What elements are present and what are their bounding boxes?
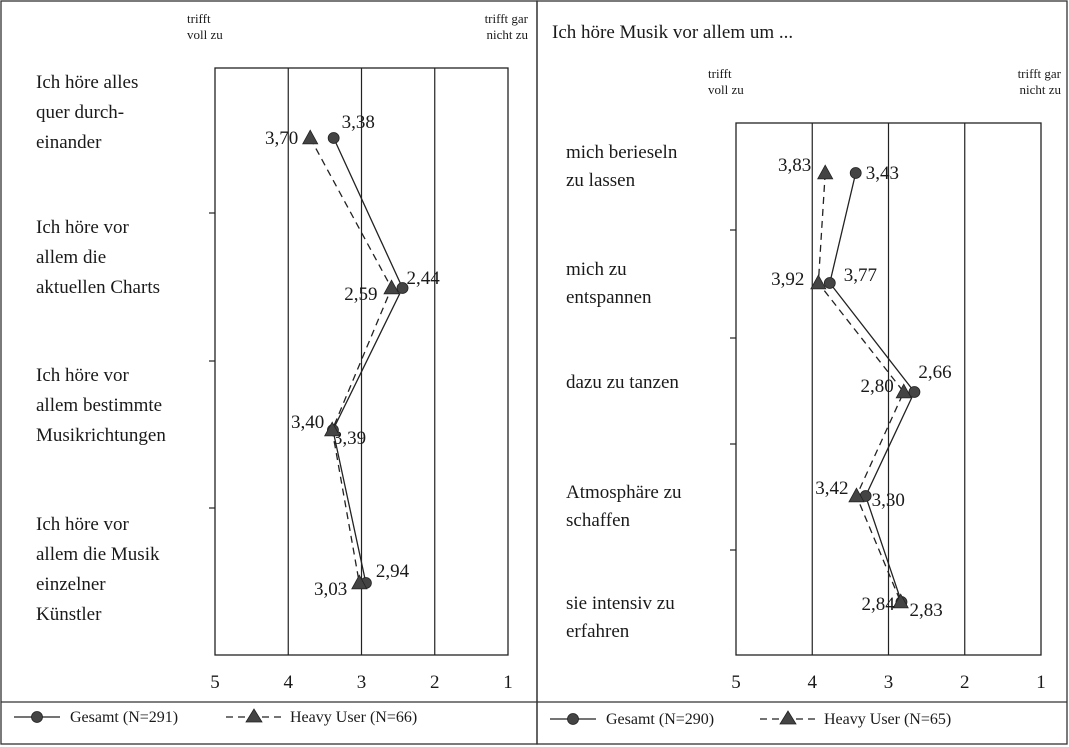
panel2-category-4-line-1: erfahren [566,621,630,642]
panel2-legend-gesamt-label: Gesamt (N=290) [606,711,714,728]
panel2-series-0-label-4: 2,83 [909,600,942,621]
panel2-series-1-point-1 [810,274,827,290]
panel2-series-1-label-1: 3,92 [771,269,804,290]
panel1-series-1-point-2 [324,421,341,437]
panel1-category-1-line-0: Ich höre vor [36,217,130,238]
panel2-series-1-point-0 [817,164,834,180]
panel2-series-1-point-3 [848,487,865,503]
panel2-category-3-line-0: Atmosphäre zu [566,482,682,503]
panel2-series-1-line [817,172,905,603]
panel1-category-3-line-1: allem die Musik [36,544,160,565]
panel1-category-2-line-2: Musikrichtungen [36,425,166,446]
panel2-series-1-label-4: 2,84 [861,594,895,615]
panel1-series-1-point-1 [383,279,400,295]
panel1-category-0-line-0: Ich höre alles [36,72,138,93]
panel2-series-0-point-1 [823,277,836,289]
panel1-category-0-line-2: einander [36,132,102,153]
panel1-series-1-label-2: 3,40 [291,412,324,433]
panel1-legend-gesamt-label: Gesamt (N=291) [70,709,178,726]
panel2-series-1-label-0: 3,83 [778,155,811,176]
panel2-category-0-line-1: zu lassen [566,170,636,191]
panel1-series-1-point-0 [302,129,319,145]
panel2-scale-right-0: trifft gar [1018,66,1062,81]
panel1-category-0-line-1: quer durch- [36,102,124,123]
panel2-series-0-label-0: 3,43 [866,163,899,184]
panel2-xtick-2: 2 [960,672,970,693]
panel1-series-1-label-0: 3,70 [265,128,298,149]
panel1-scale-left-1: voll zu [187,27,223,42]
panel1-series-0-label-1: 2,44 [407,268,441,289]
panel2-series-0-point-0 [849,167,862,179]
panel2-xtick-3: 3 [884,672,894,693]
panel2-legend-heavy-label: Heavy User (N=65) [824,711,951,728]
panel1-legend-gesamt-marker [31,711,43,723]
panel1-category-3-line-2: einzelner [36,574,106,595]
panel1-xtick-3: 3 [357,672,367,693]
panel2-series-1-point-4 [892,593,909,609]
panel2-scale-left-1: voll zu [708,82,744,97]
panel1-scale-left-0: trifft [187,11,211,26]
panel2-series-0-label-1: 3,77 [844,265,877,286]
panel1-category-2-line-0: Ich höre vor [36,365,130,386]
panel1-xtick-4: 4 [284,672,294,693]
panel2-legend-gesamt-marker [567,713,579,725]
panel2-series-0-label-2: 2,66 [918,362,951,383]
panel2-category-2-line-0: dazu zu tanzen [566,372,679,393]
panel2-scale-left-0: trifft [708,66,732,81]
panel1-category-3-line-3: Künstler [36,604,102,625]
panel1-series-0-line [332,137,404,584]
panel1-legend-heavy-marker [245,708,263,723]
panel2-series-0-label-3: 3,30 [872,490,905,511]
panel2-legend-heavy-marker [779,710,797,725]
panel2-xtick-5: 5 [731,672,741,693]
panel2-xtick-1: 1 [1036,672,1046,693]
panel1-xtick-2: 2 [430,672,440,693]
panel2-series-0-point-2 [908,386,921,398]
right-panel-frame [536,0,1068,745]
panel1-xtick-5: 5 [210,672,220,693]
panel2-category-3-line-1: schaffen [566,510,631,531]
panel1-series-1-label-3: 3,03 [314,579,347,600]
panel2-category-1-line-0: mich zu [566,259,627,280]
panel2-category-0-line-0: mich berieseln [566,142,678,163]
panel1-series-0-label-0: 3,38 [342,112,375,133]
panel1-xtick-1: 1 [503,672,513,693]
panel1-series-1-point-3 [351,574,368,590]
panel2-title: Ich höre Musik vor allem um ... [552,22,793,43]
panel1-category-1-line-2: aktuellen Charts [36,277,160,298]
panel1-series-0-label-2: 3,39 [333,428,366,449]
panel1-legend-heavy-label: Heavy User (N=66) [290,709,417,726]
panel2-category-4-line-0: sie intensiv zu [566,593,675,614]
panel1-category-1-line-1: allem die [36,247,106,268]
panel2-series-1-label-2: 2,80 [861,376,894,397]
panel1-series-1-line [309,137,393,584]
panel1-category-3-line-0: Ich höre vor [36,514,130,535]
panel1-series-1-label-1: 2,59 [344,284,377,305]
panel2-xtick-4: 4 [808,672,818,693]
panel1-scale-right-0: trifft gar [485,11,529,26]
panel1-series-0-point-1 [396,282,409,294]
panel2-series-1-point-2 [895,383,912,399]
panel2-category-1-line-1: entspannen [566,287,652,308]
panel1-series-0-label-3: 2,94 [376,561,410,582]
panel1-scale-right-1: nicht zu [486,27,528,42]
panel2-scale-right-1: nicht zu [1019,82,1061,97]
panel1-series-0-point-0 [327,132,340,144]
panel1-category-2-line-1: allem bestimmte [36,395,162,416]
panel2-series-1-label-3: 3,42 [815,478,848,499]
